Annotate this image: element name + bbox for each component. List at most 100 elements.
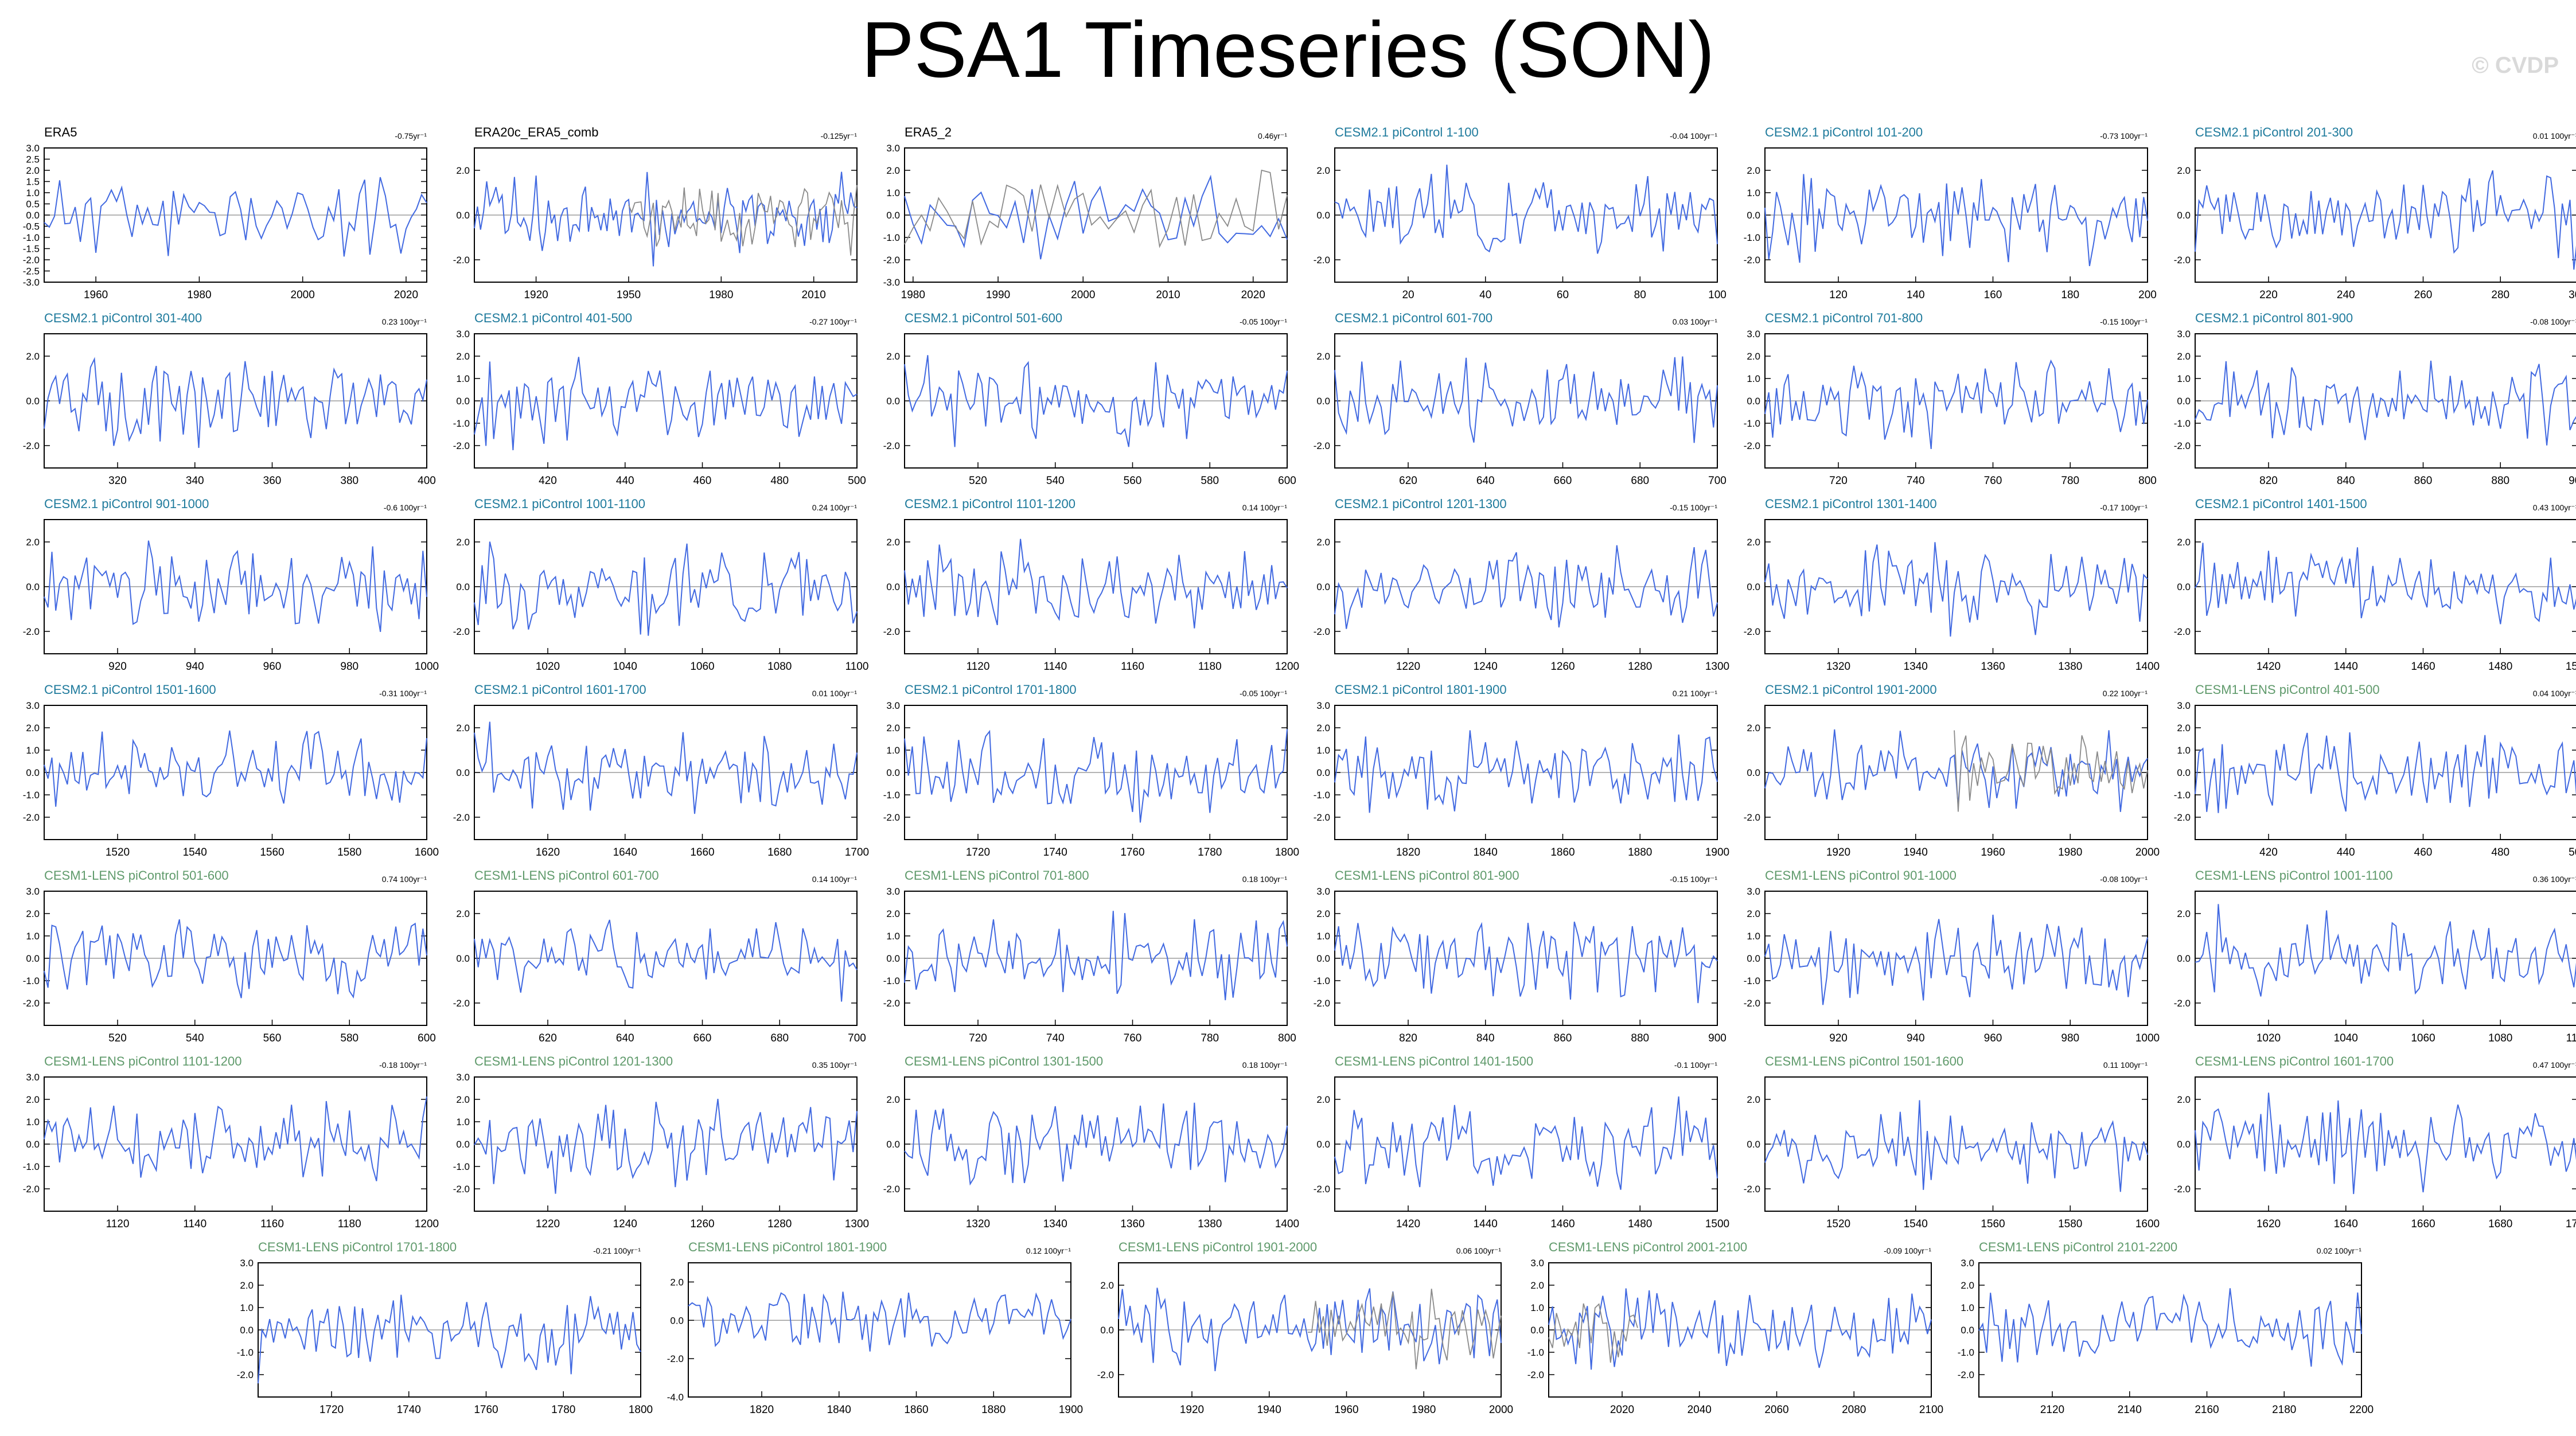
y-tick-label: 2.0 [1747,537,1760,548]
x-tick-label: 2000 [1489,1404,1513,1416]
x-tick-label: 1440 [1474,1218,1498,1230]
x-tick-label: 1100 [845,661,869,673]
y-tick-label: 2.0 [886,723,900,733]
series-line [1334,1096,1718,1190]
series-line [1978,1288,2362,1367]
series-line [1334,165,1718,254]
y-tick-label: -2.0 [883,998,900,1009]
x-tick-label: 1740 [397,1404,421,1416]
x-tick-label: 820 [2259,475,2278,487]
x-tick-label: 1060 [2411,1032,2435,1044]
x-tick-label: 60 [1557,289,1569,301]
y-tick-label: 2.0 [1961,1280,1974,1291]
y-tick-label: 0.0 [456,767,470,778]
trend-label: -0.75yr⁻¹ [395,131,427,141]
x-tick-label: 900 [2569,475,2576,487]
trend-label: -0.05 100yr⁻¹ [1240,317,1287,326]
x-tick-label: 860 [1554,1032,1572,1044]
x-tick-label: 1660 [2411,1218,2435,1230]
y-tick-label: 2.0 [456,351,470,362]
panel-title: CESM2.1 piControl 1501-1600 [44,682,216,697]
trend-label: -0.73 100yr⁻¹ [2100,131,2148,141]
trend-label: 0.21 100yr⁻¹ [1673,689,1718,698]
panel-title: CESM1-LENS piControl 2101-2200 [1979,1240,2177,1254]
x-tick-label: 40 [1479,289,1491,301]
x-tick-label: 1920 [524,289,548,301]
x-tick-label: 540 [186,1032,204,1044]
panel-title: CESM2.1 piControl 701-800 [1765,311,1923,325]
y-tick-label: 3.0 [26,886,40,897]
panel-title: CESM2.1 piControl 1901-2000 [1765,682,1937,697]
y-tick-label: 2.0 [1747,723,1760,733]
panel-title: CESM2.1 piControl 1601-1700 [474,682,646,697]
x-tick-label: 1700 [845,846,869,859]
series-line [1334,545,1718,629]
x-tick-label: 1860 [904,1404,928,1416]
trend-label: -0.08 100yr⁻¹ [2530,317,2576,326]
y-tick-label: 0.0 [456,582,470,592]
y-tick-label: 3.0 [26,700,40,711]
y-tick-label: -3.0 [883,277,900,288]
y-tick-label: -2.0 [1314,812,1330,823]
trend-label: 0.02 100yr⁻¹ [2317,1246,2362,1255]
x-tick-label: 1800 [1275,846,1299,859]
y-tick-label: 0.0 [1100,1325,1114,1336]
x-tick-label: 1680 [767,846,792,859]
trend-label: -0.21 100yr⁻¹ [593,1246,641,1255]
y-tick-label: 0.0 [1316,582,1330,592]
y-tick-label: 0.0 [886,767,900,778]
y-tick-label: -1.0 [1744,232,1760,243]
x-tick-label: 1900 [1059,1404,1083,1416]
series-line [1334,922,1718,1004]
y-tick-label: 2.0 [26,351,40,362]
panel-title: CESM1-LENS piControl 1201-1300 [474,1054,673,1068]
x-tick-label: 560 [263,1032,282,1044]
y-tick-label: -2.0 [453,626,470,637]
series-line [44,540,427,632]
y-tick-label: 0.0 [1316,210,1330,221]
y-tick-label: -2.0 [453,1184,470,1195]
trend-label: 0.18 100yr⁻¹ [1242,1060,1288,1070]
x-tick-label: 1500 [1705,1218,1729,1230]
x-tick-label: 1980 [901,289,925,301]
y-tick-label: -1.0 [1314,975,1330,986]
y-tick-label: 1.0 [1747,373,1760,384]
y-tick-label: -2.0 [23,812,40,823]
x-tick-label: 1420 [1396,1218,1420,1230]
y-tick-label: 2.0 [886,1094,900,1105]
x-tick-label: 1560 [1981,1218,2005,1230]
y-tick-label: 2.0 [1316,1094,1330,1105]
y-tick-label: 1.0 [2177,745,2191,756]
y-tick-label: 3.0 [1747,886,1760,897]
y-tick-label: 0.0 [886,582,900,592]
panel-title: CESM2.1 piControl 601-700 [1335,311,1492,325]
y-tick-label: -0.5 [23,221,40,232]
x-tick-label: 1240 [613,1218,637,1230]
x-tick-label: 1220 [536,1218,560,1230]
x-tick-label: 1140 [1043,661,1067,673]
x-tick-label: 1320 [1826,661,1850,673]
y-tick-label: -1.0 [23,975,40,986]
x-tick-label: 100 [1708,289,1727,301]
y-tick-label: -2.0 [1097,1369,1114,1380]
x-tick-label: 740 [1907,475,1925,487]
y-tick-label: -2.0 [2174,440,2191,451]
panel-title: CESM2.1 piControl 1-100 [1335,125,1479,139]
series-line [258,1294,641,1384]
y-tick-label: 1.0 [456,373,470,384]
y-tick-label: 2.0 [1316,723,1330,733]
x-tick-label: 360 [263,475,282,487]
y-tick-label: 2.0 [886,908,900,919]
y-tick-label: -2.0 [2174,1184,2191,1195]
y-tick-label: 1.0 [240,1302,254,1313]
x-tick-label: 760 [1984,475,2002,487]
trend-label: -0.1 100yr⁻¹ [1674,1060,1717,1070]
y-tick-label: 0.0 [240,1325,254,1336]
series-line [1334,356,1718,443]
series-line [1764,359,2148,450]
x-tick-label: 280 [2491,289,2509,301]
x-tick-label: 2120 [2040,1404,2064,1416]
x-tick-label: 1000 [2135,1032,2160,1044]
x-tick-label: 600 [1278,475,1296,487]
y-tick-label: 0.0 [456,210,470,221]
